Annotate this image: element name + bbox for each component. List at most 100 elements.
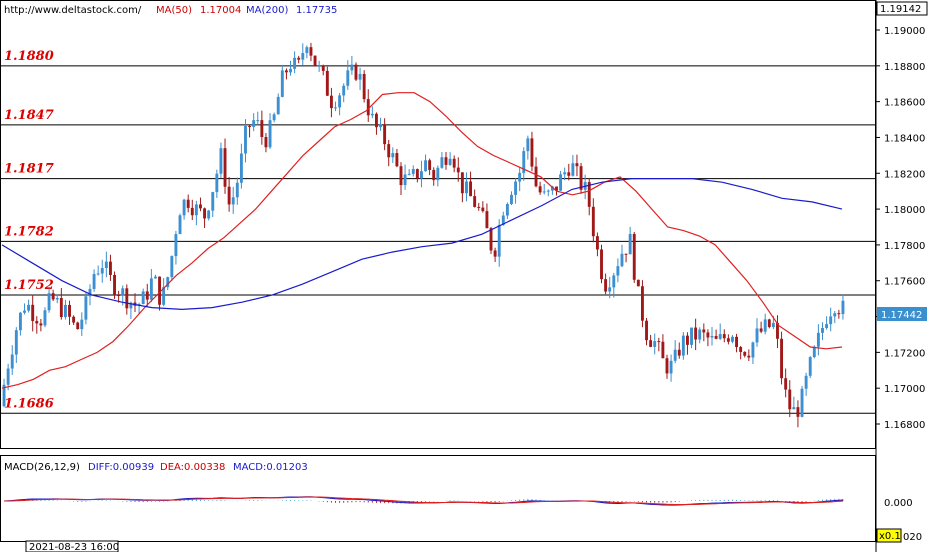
candle-body [452, 158, 456, 168]
candle-body [771, 322, 775, 328]
candle-body [366, 99, 370, 116]
candle-body [816, 332, 820, 347]
candle-body [624, 253, 628, 255]
price-tick-label: 1.16800 [884, 420, 925, 431]
candle-body [342, 85, 346, 96]
macd-scale-tag: x0.1 [879, 531, 901, 542]
ma200-value: 1.17735 [296, 5, 337, 16]
candle-body [788, 389, 792, 410]
candle-body [6, 368, 10, 385]
candle-body [321, 65, 325, 71]
price-tick-label: 1.18800 [884, 62, 925, 73]
ma200-line [1, 178, 843, 311]
candle-body [550, 186, 554, 191]
candle-body [812, 346, 816, 358]
candle-body [125, 288, 129, 309]
candle-body [473, 196, 477, 207]
candle-body [579, 166, 583, 190]
candle-body [698, 329, 702, 340]
candle-body [514, 181, 518, 195]
candle-body [325, 70, 329, 96]
candle-body [407, 173, 411, 175]
candle-body [117, 295, 121, 297]
candle-body [121, 288, 125, 296]
candle-body [145, 291, 149, 300]
candle-body [538, 186, 542, 193]
candle-body [92, 274, 96, 289]
candle-body [207, 210, 211, 219]
candle-body [47, 293, 51, 311]
candle-body [260, 120, 264, 138]
candle-body [497, 224, 501, 257]
price-tick-label: 1.17000 [884, 384, 925, 395]
candle-body [178, 215, 182, 235]
ma50-label: MA(50) [156, 5, 192, 16]
price-tick-label: 1.18600 [884, 98, 925, 109]
candle-body [436, 167, 440, 181]
candle-body [653, 341, 657, 347]
candle-body [84, 296, 88, 320]
candle-body [272, 114, 276, 121]
candle-body [595, 236, 599, 250]
header-url[interactable]: http://www.deltastock.com/ [4, 5, 142, 16]
candle-body [10, 354, 14, 369]
candle-body [370, 113, 374, 116]
candle-body [587, 182, 591, 207]
candle-body [428, 160, 432, 170]
candle-body [718, 334, 722, 339]
candle-body [571, 163, 575, 176]
candle-body [129, 302, 133, 309]
candle-body [96, 273, 100, 275]
candle-body [542, 191, 546, 193]
candle-body [235, 182, 239, 198]
candle-body [215, 173, 219, 193]
candle-body [604, 279, 608, 292]
candle-body [391, 153, 395, 158]
candle-body [55, 297, 59, 300]
candle-body [14, 330, 18, 355]
candle-body [649, 340, 653, 347]
candle-body [72, 316, 76, 323]
candle-body [780, 338, 784, 379]
candle-body [825, 324, 829, 328]
candle-body [710, 335, 714, 338]
candle-body [632, 233, 636, 280]
candle-body [141, 291, 145, 305]
candle-body [18, 312, 22, 331]
candle-body [493, 250, 497, 257]
candle-body [456, 167, 460, 173]
candle-body [2, 384, 6, 407]
candle-body [51, 293, 55, 300]
candle-body [203, 208, 207, 219]
candle-body [522, 151, 526, 173]
candle-body [645, 320, 648, 341]
candle-body [673, 349, 677, 361]
candle-body [833, 313, 837, 317]
candle-body [690, 327, 693, 345]
price-tick-label: 1.19000 [884, 26, 925, 37]
current-price-tag-box [877, 307, 927, 321]
candle-body [440, 157, 444, 168]
price-tick-label: 1.17600 [884, 277, 925, 288]
candle-body [63, 304, 67, 318]
candle-body [264, 137, 268, 148]
macd-plot-frame [0, 455, 876, 542]
candle-body [27, 304, 31, 311]
candle-body [657, 341, 661, 343]
candle-body [534, 166, 538, 187]
candle-body [284, 70, 288, 73]
candle-body [289, 68, 292, 73]
candle-body [301, 53, 305, 60]
candle-body [293, 57, 297, 69]
macd-dea-label: DEA:0.00338 [160, 462, 225, 473]
candle-body [276, 96, 280, 115]
ma50-value: 1.17004 [200, 5, 241, 16]
candle-body [763, 319, 767, 332]
candle-body [628, 233, 632, 255]
candle-body [379, 124, 382, 128]
candle-body [739, 347, 743, 352]
candle-body [170, 256, 174, 278]
candle-body [420, 171, 423, 179]
